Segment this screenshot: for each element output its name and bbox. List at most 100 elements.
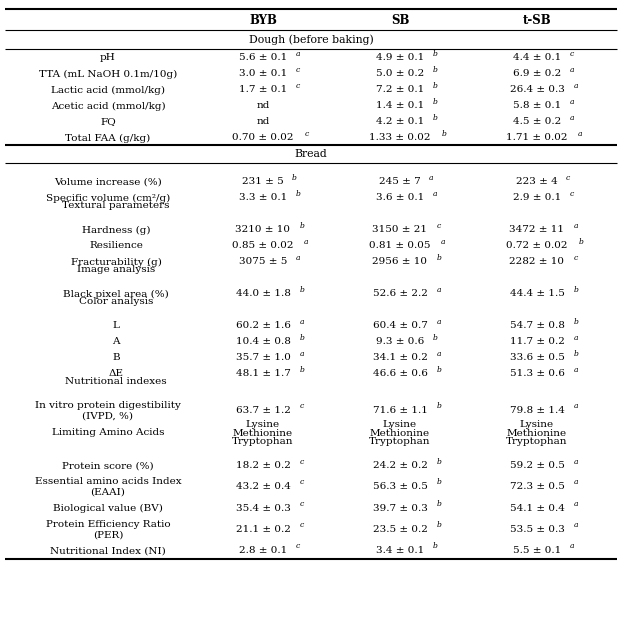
Text: Tryptophan: Tryptophan [369,438,431,446]
Text: a: a [304,237,309,246]
Text: b: b [433,114,437,121]
Text: 2.9 ± 0.1: 2.9 ± 0.1 [513,194,561,203]
Text: 34.1 ± 0.2: 34.1 ± 0.2 [373,354,427,363]
Text: Nutritional indexes: Nutritional indexes [65,377,167,387]
Text: BYB: BYB [249,15,277,27]
Text: a: a [570,65,574,74]
Text: c: c [570,189,574,197]
Text: b: b [578,237,583,246]
Text: c: c [295,542,300,551]
Text: 5.6 ± 0.1: 5.6 ± 0.1 [239,53,287,62]
Text: a: a [574,478,578,486]
Text: 231 ± 5: 231 ± 5 [242,178,284,187]
Text: 56.3 ± 0.5: 56.3 ± 0.5 [373,483,427,491]
Text: 4.5 ± 0.2: 4.5 ± 0.2 [513,117,561,126]
Text: b: b [437,458,442,465]
Text: 0.81 ± 0.05: 0.81 ± 0.05 [369,241,431,250]
Text: a: a [574,458,578,465]
Text: 72.3 ± 0.5: 72.3 ± 0.5 [509,483,564,491]
Text: Hardness (g): Hardness (g) [81,225,151,234]
Text: a: a [574,333,578,342]
Text: a: a [300,349,304,358]
Text: 21.1 ± 0.2: 21.1 ± 0.2 [236,525,290,533]
Text: 1.33 ± 0.02: 1.33 ± 0.02 [369,133,431,142]
Text: b: b [574,286,579,293]
Text: 3472 ± 11: 3472 ± 11 [509,225,565,234]
Text: Bread: Bread [295,149,327,159]
Text: 53.5 ± 0.3: 53.5 ± 0.3 [509,525,564,533]
Text: 0.72 ± 0.02: 0.72 ± 0.02 [506,241,568,250]
Text: 10.4 ± 0.8: 10.4 ± 0.8 [236,337,290,347]
Text: b: b [295,189,300,197]
Text: 79.8 ± 1.4: 79.8 ± 1.4 [509,406,564,415]
Text: 223 ± 4: 223 ± 4 [516,178,558,187]
Text: t-SB: t-SB [522,15,551,27]
Text: 5.0 ± 0.2: 5.0 ± 0.2 [376,69,424,79]
Text: b: b [433,542,437,551]
Text: 3.3 ± 0.1: 3.3 ± 0.1 [239,194,287,203]
Text: 39.7 ± 0.3: 39.7 ± 0.3 [373,504,427,513]
Text: 23.5 ± 0.2: 23.5 ± 0.2 [373,525,427,533]
Text: Resilience: Resilience [89,241,143,250]
Text: a: a [437,349,442,358]
Text: (EAAI): (EAAI) [91,488,126,497]
Text: (IVPD, %): (IVPD, %) [83,412,134,421]
Text: b: b [437,366,442,373]
Text: b: b [574,318,579,326]
Text: Tryptophan: Tryptophan [506,438,568,446]
Text: 63.7 ± 1.2: 63.7 ± 1.2 [236,406,290,415]
Text: 4.9 ± 0.1: 4.9 ± 0.1 [376,53,424,62]
Text: b: b [433,81,437,90]
Text: 11.7 ± 0.2: 11.7 ± 0.2 [509,337,564,347]
Text: a: a [437,318,442,326]
Text: c: c [295,81,300,90]
Text: 54.7 ± 0.8: 54.7 ± 0.8 [509,321,564,330]
Text: 24.2 ± 0.2: 24.2 ± 0.2 [373,462,427,471]
Text: a: a [574,366,578,373]
Text: 4.4 ± 0.1: 4.4 ± 0.1 [513,53,561,62]
Text: Methionine: Methionine [507,429,567,438]
Text: b: b [433,50,437,58]
Text: Acetic acid (mmol/kg): Acetic acid (mmol/kg) [50,102,165,110]
Text: 33.6 ± 0.5: 33.6 ± 0.5 [509,354,564,363]
Text: 245 ± 7: 245 ± 7 [379,178,421,187]
Text: c: c [300,478,304,486]
Text: a: a [441,237,446,246]
Text: Specific volume (cm²/g): Specific volume (cm²/g) [46,194,170,203]
Text: b: b [437,403,442,410]
Text: 52.6 ± 2.2: 52.6 ± 2.2 [373,290,427,298]
Text: Protein Efficiency Ratio: Protein Efficiency Ratio [45,520,170,529]
Text: Biological value (BV): Biological value (BV) [53,504,163,513]
Text: 59.2 ± 0.5: 59.2 ± 0.5 [509,462,564,471]
Text: Lysine: Lysine [383,420,417,429]
Text: 1.4 ± 0.1: 1.4 ± 0.1 [376,102,424,110]
Text: a: a [570,542,574,551]
Text: b: b [437,253,442,262]
Text: (PER): (PER) [93,530,123,539]
Text: 43.2 ± 0.4: 43.2 ± 0.4 [236,483,290,491]
Text: a: a [295,50,300,58]
Text: a: a [574,521,578,529]
Text: 51.3 ± 0.6: 51.3 ± 0.6 [509,370,564,378]
Text: Dough (before baking): Dough (before baking) [249,35,373,45]
Text: B: B [112,354,120,363]
Text: Image analysis: Image analysis [77,265,155,274]
Text: TTA (mL NaOH 0.1m/10g): TTA (mL NaOH 0.1m/10g) [39,69,177,79]
Text: Lactic acid (mmol/kg): Lactic acid (mmol/kg) [51,86,165,95]
Text: 3.4 ± 0.1: 3.4 ± 0.1 [376,546,424,555]
Text: a: a [570,98,574,105]
Text: 1.71 ± 0.02: 1.71 ± 0.02 [506,133,568,142]
Text: Textural parameters: Textural parameters [62,201,170,210]
Text: c: c [304,130,309,138]
Text: b: b [574,349,579,358]
Text: Limiting Amino Acids: Limiting Amino Acids [52,428,164,437]
Text: 0.85 ± 0.02: 0.85 ± 0.02 [232,241,294,250]
Text: Lysine: Lysine [246,420,280,429]
Text: Nutritional Index (NI): Nutritional Index (NI) [50,546,166,555]
Text: a: a [570,114,574,121]
Text: b: b [300,366,305,373]
Text: 46.6 ± 0.6: 46.6 ± 0.6 [373,370,427,378]
Text: b: b [300,333,305,342]
Text: b: b [441,130,446,138]
Text: a: a [578,130,583,138]
